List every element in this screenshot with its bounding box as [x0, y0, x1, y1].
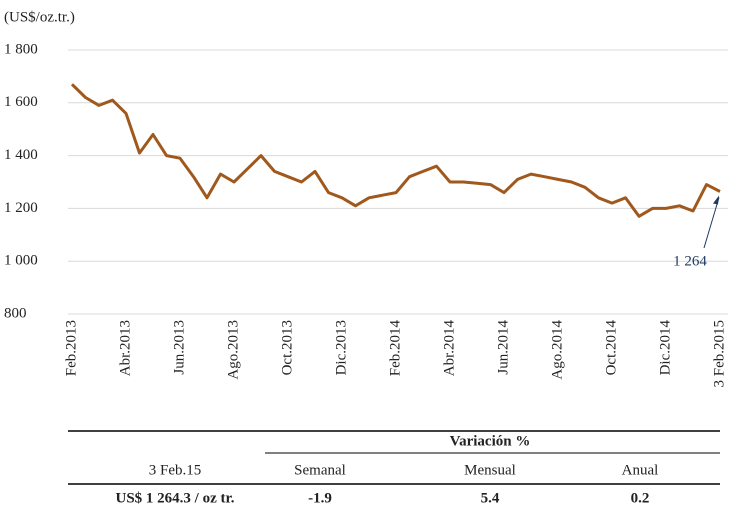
table-date: 3 Feb.15: [149, 462, 202, 478]
x-tick-label: Jun.2013: [171, 320, 187, 375]
table-value: 0.2: [631, 490, 650, 506]
x-tick-label: Oct.2014: [603, 320, 619, 376]
annotation-arrow: [703, 197, 720, 249]
table-column: Anual: [622, 462, 659, 478]
x-tick-label: Dic.2014: [657, 320, 673, 376]
table-value: 5.4: [481, 490, 500, 506]
table-column: Semanal: [294, 462, 346, 478]
price-line: [70, 83, 721, 218]
x-tick-label: Ago.2014: [549, 320, 565, 380]
y-tick-label: 1 600: [4, 94, 38, 110]
table-group-header: Variación %: [450, 433, 531, 449]
y-unit: (US$/oz.tr.): [4, 9, 75, 25]
annotation: 1 264: [673, 253, 707, 269]
y-tick-label: 1 400: [4, 147, 38, 163]
x-tick-label: Abr.2014: [441, 320, 457, 377]
x-tick-label: Feb.2013: [63, 320, 79, 376]
x-tick-label: Jun.2014: [495, 320, 511, 375]
table-column: Mensual: [464, 462, 516, 478]
x-tick-label: 3 Feb.2015: [711, 320, 727, 388]
table-price: US$ 1 264.3 / oz tr.: [115, 490, 234, 506]
y-tick-label: 800: [4, 305, 27, 321]
y-tick-label: 1 000: [4, 253, 38, 269]
x-tick-label: Dic.2013: [333, 320, 349, 375]
table-value: -1.9: [308, 490, 332, 506]
y-tick-label: 1 200: [4, 200, 38, 216]
x-tick-label: Ago.2013: [225, 320, 241, 380]
x-tick-label: Oct.2013: [279, 320, 295, 375]
arrow-head: [713, 195, 719, 205]
x-tick-label: Feb.2014: [387, 320, 403, 377]
y-tick-label: 1 800: [4, 41, 38, 57]
x-tick-label: Abr.2013: [117, 320, 133, 376]
